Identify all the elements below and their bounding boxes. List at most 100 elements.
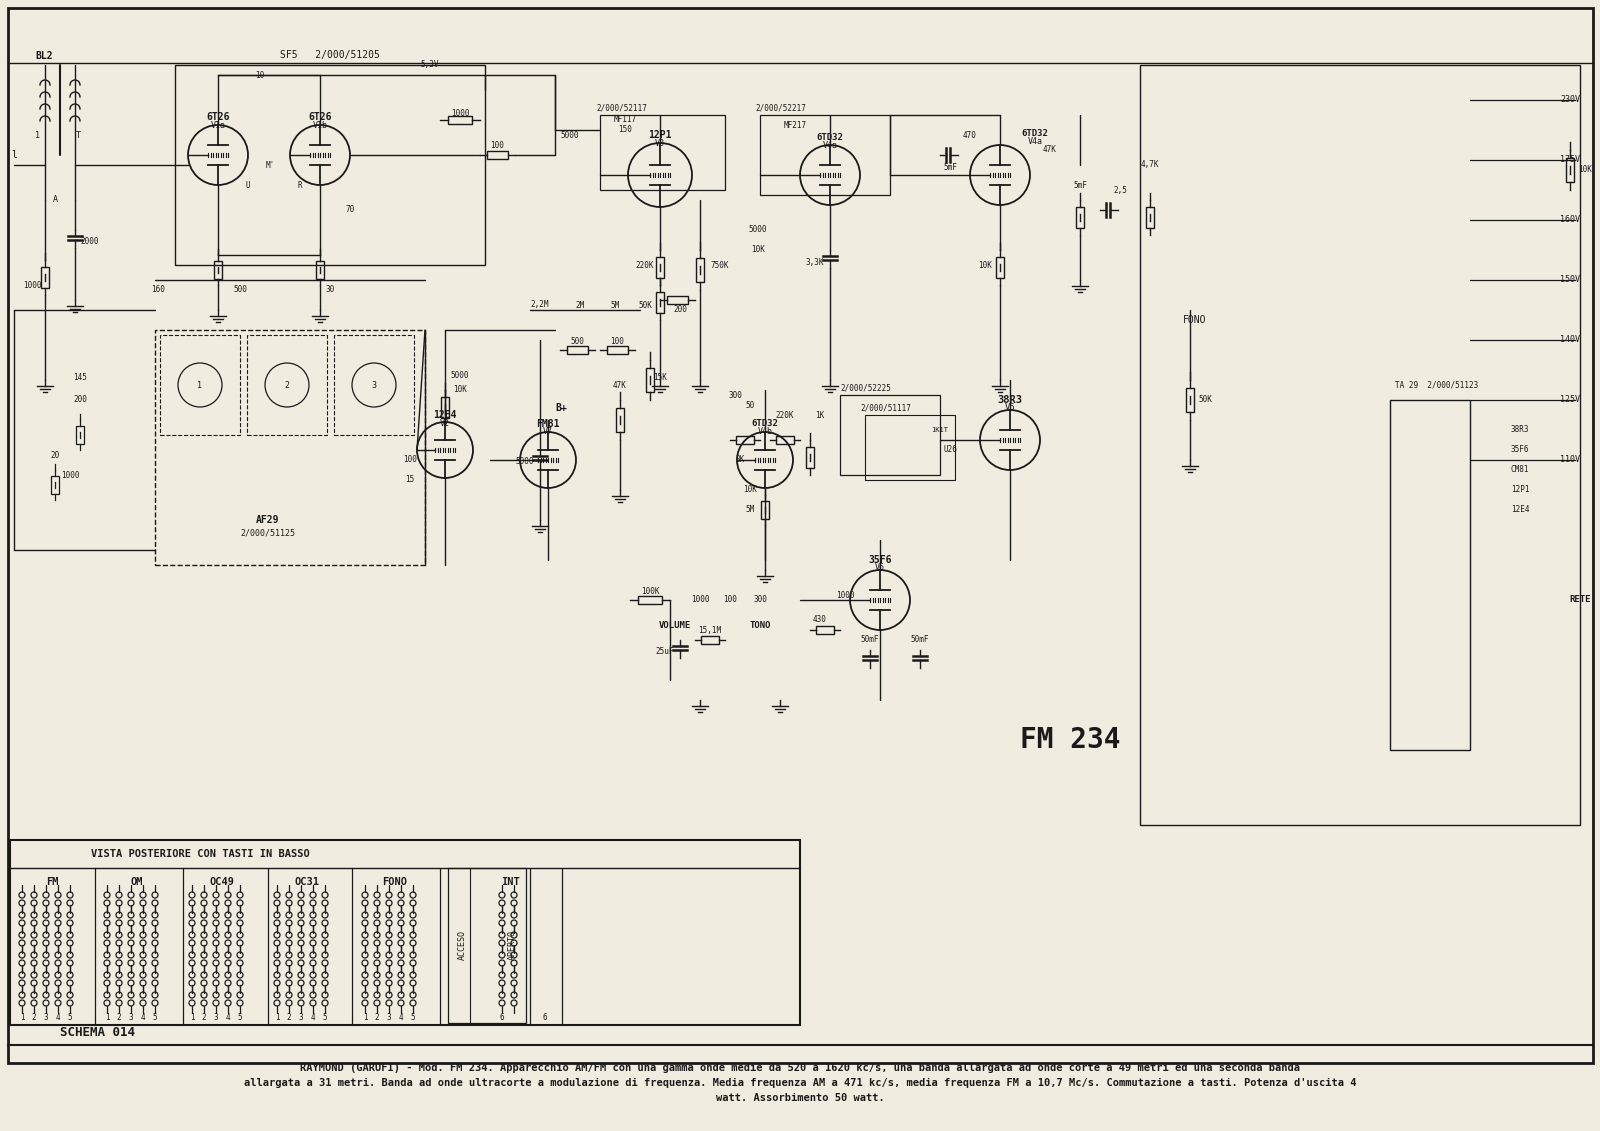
Text: 50mF: 50mF [910,636,930,645]
Text: A: A [53,196,58,205]
Bar [696,258,704,282]
Text: 3,3K: 3,3K [806,258,824,267]
Text: U: U [246,181,250,190]
Text: 70: 70 [346,206,355,215]
Text: 100: 100 [723,596,738,604]
Text: 6TD32: 6TD32 [1021,129,1048,138]
Bar [155,330,426,566]
Text: 1000: 1000 [451,109,469,118]
Bar [214,261,222,279]
Text: 4: 4 [56,1013,61,1022]
Text: TONO: TONO [749,621,771,630]
Text: 2: 2 [32,1013,37,1022]
Bar [760,115,890,195]
Bar [806,447,814,468]
Text: 1: 1 [35,130,40,139]
Text: MF117: MF117 [613,115,637,124]
Bar [656,292,664,313]
Text: 1000: 1000 [835,590,854,599]
Text: 50: 50 [746,400,755,409]
Text: V2: V2 [440,418,450,428]
Bar [1390,400,1470,750]
Bar [486,152,509,159]
Text: 5: 5 [67,1013,72,1022]
Text: 5: 5 [152,1013,157,1022]
Bar [334,335,414,435]
Text: 6: 6 [499,1013,504,1022]
Text: 175V: 175V [1560,155,1581,164]
Text: 145: 145 [74,373,86,382]
Text: 12E4: 12E4 [1510,506,1530,515]
Bar [1075,207,1085,228]
Text: 1000: 1000 [61,470,80,480]
Text: M': M' [266,161,275,170]
Text: FM 234: FM 234 [1019,726,1120,754]
Bar [448,867,526,1024]
Bar [776,435,794,444]
Text: 5mF: 5mF [1074,181,1086,190]
Text: V1b: V1b [312,121,328,130]
Text: 300: 300 [754,596,766,604]
Text: 6T26: 6T26 [309,112,331,122]
Bar [995,257,1005,278]
Text: 5000: 5000 [749,225,768,234]
Text: 10K: 10K [750,245,765,254]
Text: 50mF: 50mF [861,636,880,645]
Text: V3: V3 [654,138,666,147]
Text: FM: FM [46,877,58,887]
Text: INT: INT [501,877,520,887]
Text: V4b: V4b [757,428,773,437]
Text: 10K: 10K [742,485,757,494]
Bar [606,346,627,354]
Text: 38R3: 38R3 [1510,425,1530,434]
Text: 5000: 5000 [560,130,579,139]
Text: 2/000/52225: 2/000/52225 [840,383,891,392]
Text: 470: 470 [963,130,978,139]
Text: AF29: AF29 [256,515,280,525]
Text: 2/000/52117: 2/000/52117 [595,104,646,112]
Bar [816,625,834,634]
Text: 10K: 10K [978,260,992,269]
Text: 50K: 50K [1198,396,1211,405]
Text: 2/000/52217: 2/000/52217 [755,104,806,112]
Text: 3: 3 [214,1013,218,1022]
Text: 15: 15 [405,475,414,484]
Text: 2: 2 [202,1013,206,1022]
Text: OC31: OC31 [294,877,320,887]
Text: 750K: 750K [710,260,730,269]
Bar [77,426,83,444]
Bar [1566,158,1574,182]
Text: 500: 500 [570,337,584,346]
Text: 12E4: 12E4 [434,411,456,420]
Text: 100: 100 [610,337,624,346]
Text: 1K: 1K [816,411,824,420]
Text: 5000: 5000 [451,371,469,380]
Bar [1186,388,1194,412]
Text: SCHEMA 014: SCHEMA 014 [61,1026,134,1038]
Text: 10K: 10K [1578,165,1592,174]
Text: 5,3V: 5,3V [421,60,440,69]
Text: VOLUME: VOLUME [659,621,691,630]
Text: 3: 3 [128,1013,133,1022]
Text: 1: 1 [190,1013,194,1022]
Text: 2000: 2000 [80,238,99,247]
Text: 4: 4 [141,1013,146,1022]
Text: watt. Assorbimento 50 watt.: watt. Assorbimento 50 watt. [715,1093,885,1103]
Text: 2: 2 [374,1013,379,1022]
Text: 3: 3 [43,1013,48,1022]
Text: 2/000/51117: 2/000/51117 [861,404,910,413]
Text: 6: 6 [542,1013,547,1022]
Text: 230V: 230V [1560,95,1581,104]
Bar [566,346,589,354]
Text: 35F6: 35F6 [1510,446,1530,455]
Text: 3: 3 [299,1013,304,1022]
Text: 2/000/51125: 2/000/51125 [240,528,296,537]
Text: 1: 1 [104,1013,109,1022]
Text: 2: 2 [285,380,290,389]
Bar [10,840,800,1025]
Text: T: T [75,130,80,139]
Text: V7: V7 [542,428,554,437]
Text: 30: 30 [325,285,334,294]
Text: 500: 500 [234,285,246,294]
Text: V4a: V4a [822,140,837,149]
